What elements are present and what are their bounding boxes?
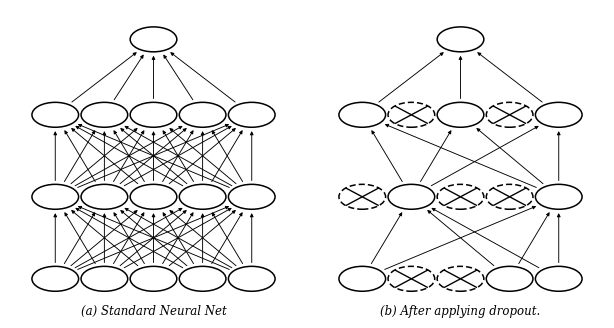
Circle shape xyxy=(388,184,435,209)
Circle shape xyxy=(535,102,582,127)
Circle shape xyxy=(32,184,79,209)
Circle shape xyxy=(130,27,177,52)
Circle shape xyxy=(130,102,177,127)
Circle shape xyxy=(228,266,275,291)
Circle shape xyxy=(81,102,128,127)
Circle shape xyxy=(32,102,79,127)
Circle shape xyxy=(437,27,484,52)
Circle shape xyxy=(179,102,226,127)
Circle shape xyxy=(535,266,582,291)
Circle shape xyxy=(535,184,582,209)
Circle shape xyxy=(228,184,275,209)
Circle shape xyxy=(81,184,128,209)
Circle shape xyxy=(228,102,275,127)
Circle shape xyxy=(486,266,533,291)
Circle shape xyxy=(130,184,177,209)
Circle shape xyxy=(81,266,128,291)
Circle shape xyxy=(179,266,226,291)
Circle shape xyxy=(179,184,226,209)
Circle shape xyxy=(339,266,386,291)
Text: (a) Standard Neural Net: (a) Standard Neural Net xyxy=(80,305,227,318)
Circle shape xyxy=(32,266,79,291)
Circle shape xyxy=(437,102,484,127)
Text: (b) After applying dropout.: (b) After applying dropout. xyxy=(381,305,540,318)
Circle shape xyxy=(130,266,177,291)
Circle shape xyxy=(339,102,386,127)
